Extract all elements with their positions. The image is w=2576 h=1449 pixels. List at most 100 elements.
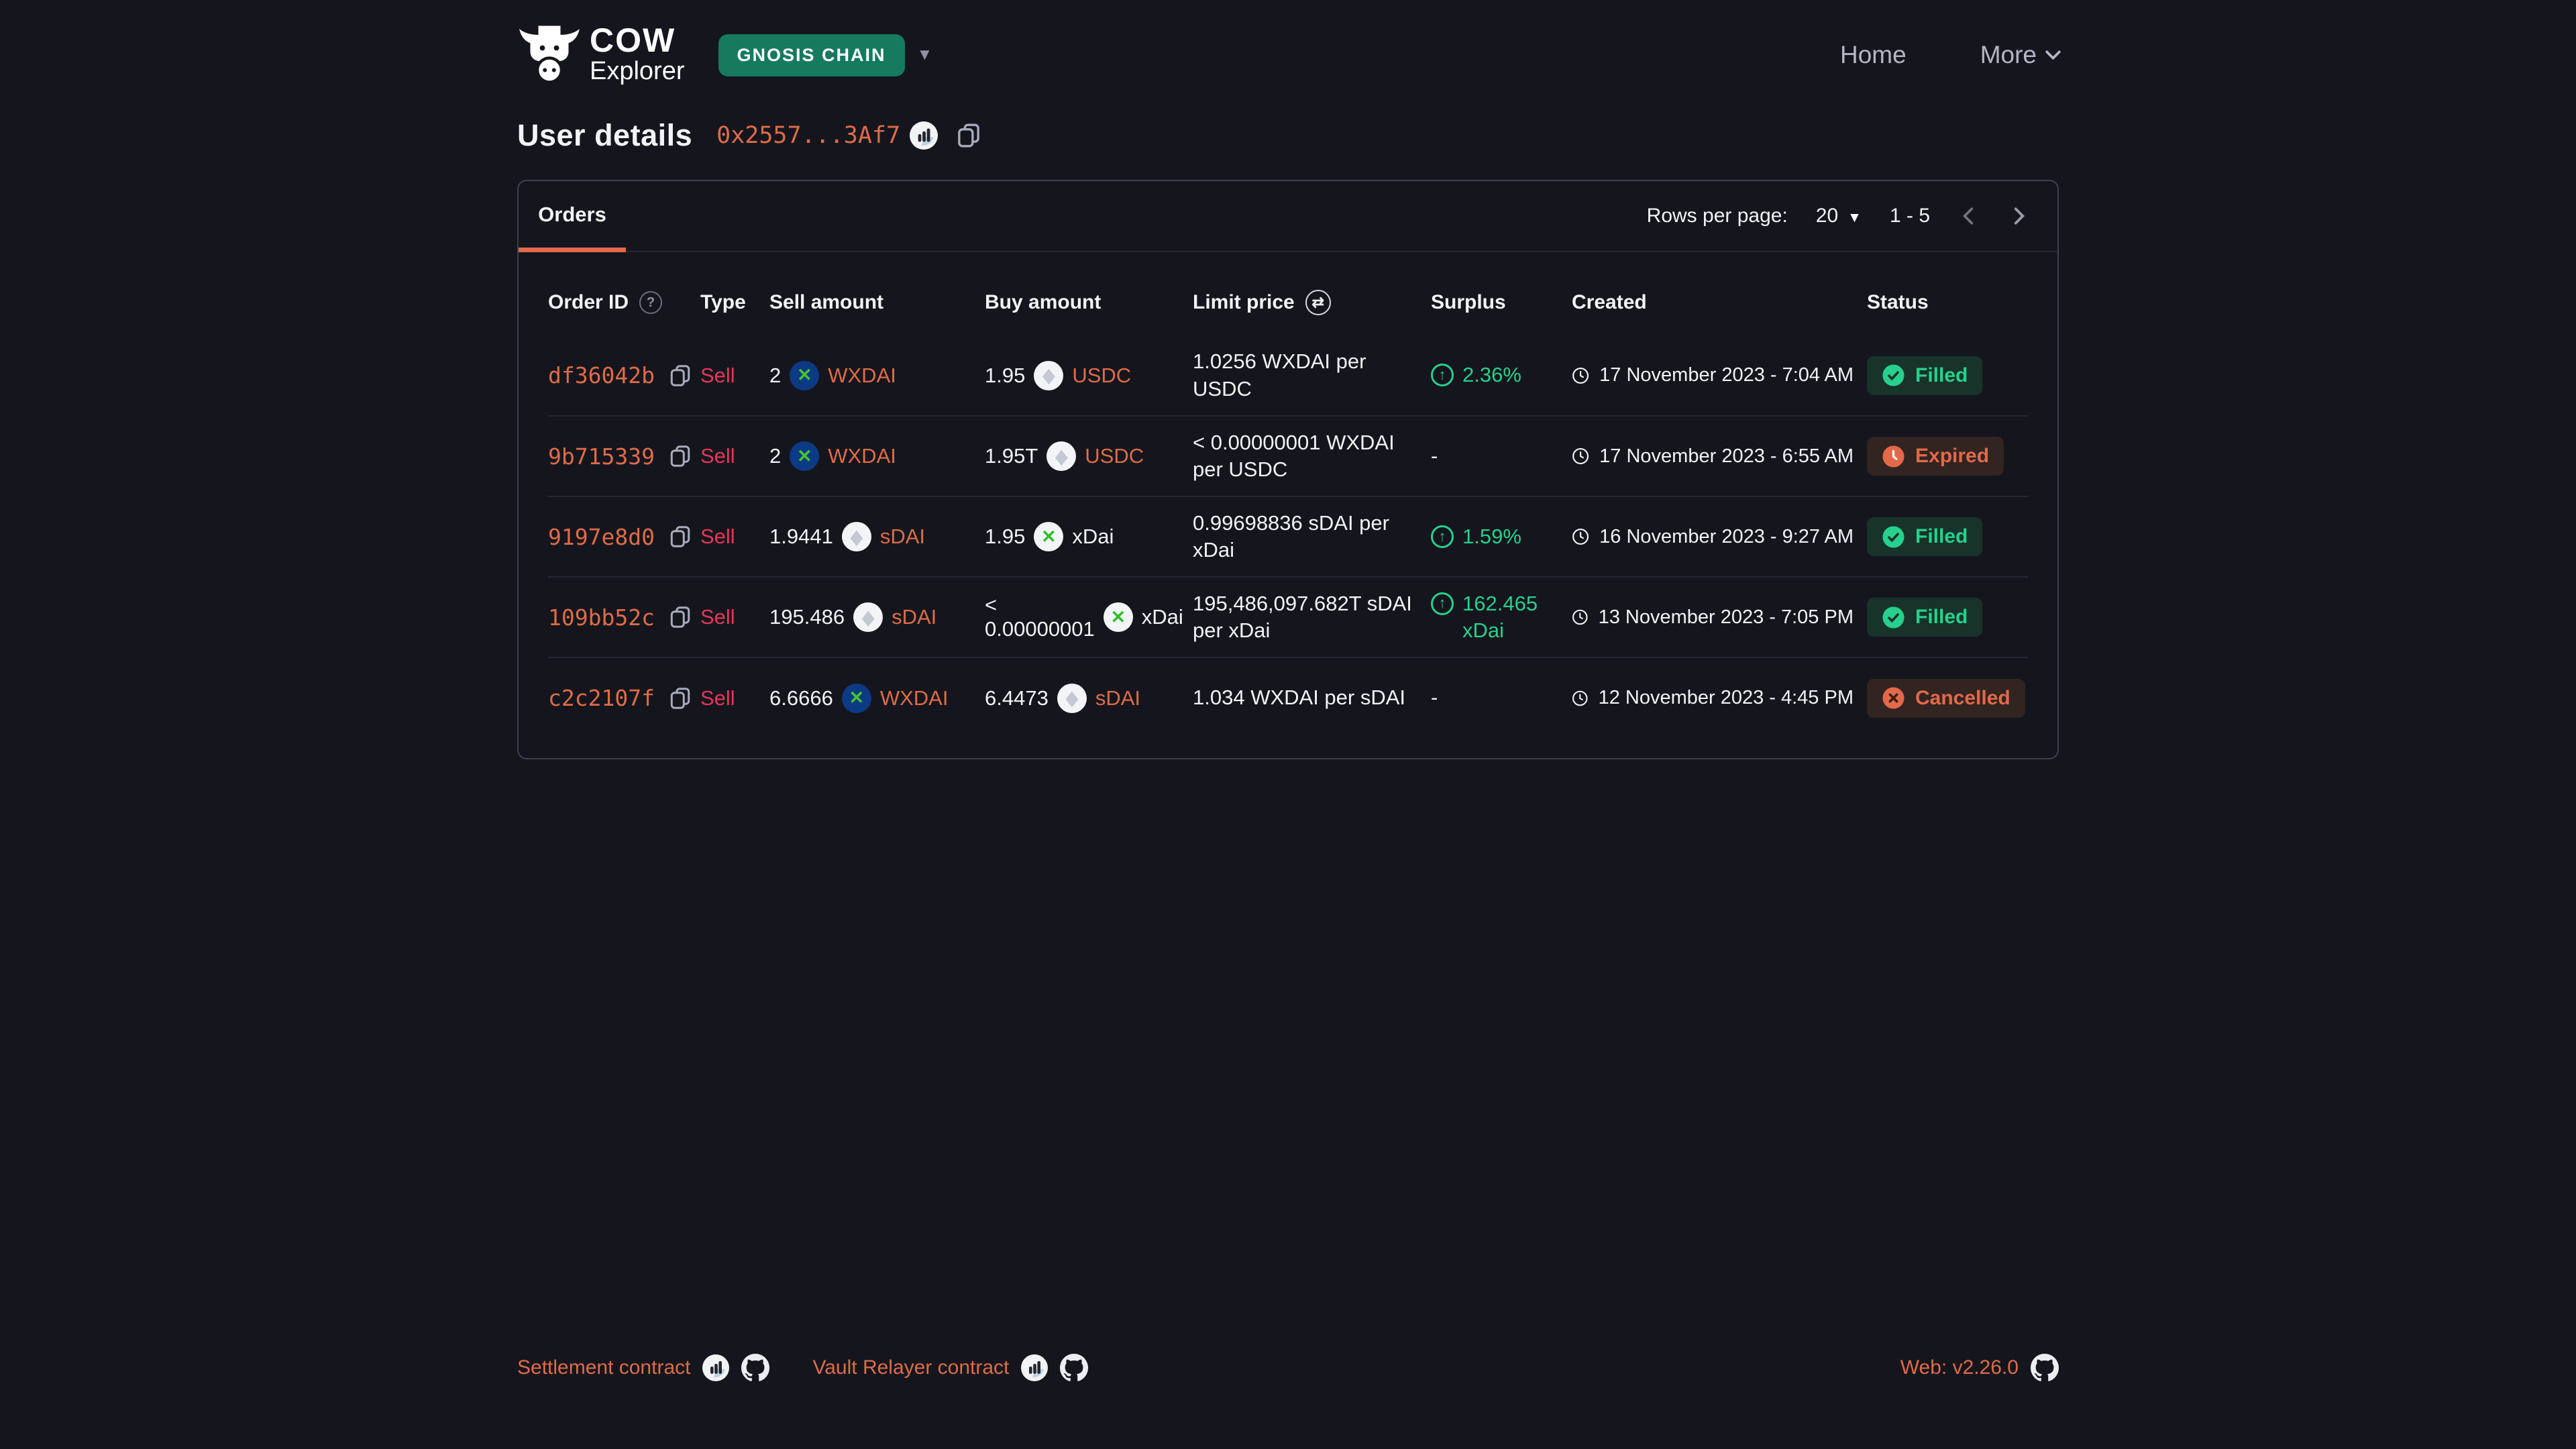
orders-card: Orders Rows per page: 20 1 - 5 — [517, 180, 2059, 759]
chevron-down-icon — [917, 46, 933, 64]
buy-token-link[interactable]: xDai — [1072, 525, 1114, 548]
top-bar: COW Explorer GNOSIS CHAIN Home More — [0, 0, 2576, 87]
buy-token-link[interactable]: xDai — [1141, 605, 1183, 629]
col-status: Status — [1867, 291, 1929, 313]
web-version-link[interactable]: Web: v2.26.0 — [1900, 1356, 2019, 1379]
col-order-id: Order ID — [548, 291, 629, 313]
copy-icon[interactable] — [668, 444, 692, 468]
created-cell: 17 November 2023 - 7:04 AM — [1572, 363, 1854, 388]
limit-price: 1.0256 WXDAI per USDC — [1193, 350, 1366, 400]
sell-amount: 195.486 — [769, 605, 845, 629]
limit-price: 0.99698836 sDAI per xDai — [1193, 511, 1389, 561]
token-icon — [1046, 441, 1077, 471]
title-row: User details 0x2557...3Af7 — [517, 118, 2059, 153]
created-date: 17 November 2023 - 7:04 AM — [1599, 364, 1854, 386]
logo-title: COW — [590, 21, 676, 60]
blockscout-icon[interactable] — [910, 121, 938, 150]
sell-token-link[interactable]: sDAI — [879, 525, 926, 548]
network-selector[interactable]: GNOSIS CHAIN — [718, 34, 933, 76]
sell-token-link[interactable]: WXDAI — [879, 686, 949, 710]
status-badge: Expired — [1867, 437, 2004, 476]
copy-icon[interactable] — [955, 122, 982, 149]
token-icon — [1057, 683, 1087, 713]
buy-amount: < 0.00000001 — [985, 593, 1095, 641]
cow-explorer-logo[interactable]: COW Explorer — [517, 23, 685, 87]
sell-token-link[interactable]: sDAI — [892, 605, 937, 629]
help-icon[interactable] — [639, 291, 663, 314]
created-cell: 17 November 2023 - 6:55 AM — [1572, 443, 1854, 469]
token-icon — [841, 683, 871, 713]
token-icon — [1103, 602, 1133, 632]
copy-icon[interactable] — [668, 364, 692, 388]
surplus-value: 2.36% — [1462, 363, 1521, 387]
sell-amount: 1.9441 — [769, 525, 833, 548]
created-cell: 13 November 2023 - 7:05 PM — [1572, 604, 1854, 630]
web-version-group: Web: v2.26.0 — [1900, 1354, 2059, 1382]
previous-page-button[interactable] — [1958, 205, 1980, 227]
sell-token-link[interactable]: WXDAI — [828, 363, 896, 387]
order-type: Sell — [700, 363, 735, 387]
github-icon[interactable] — [741, 1354, 770, 1382]
surplus: 2.36% — [1431, 362, 1558, 388]
network-badge[interactable]: GNOSIS CHAIN — [718, 34, 905, 76]
status-badge: Filled — [1867, 356, 1983, 395]
buy-token-link[interactable]: USDC — [1085, 444, 1144, 468]
github-icon[interactable] — [2031, 1354, 2059, 1382]
col-created: Created — [1572, 291, 1647, 313]
vault-relayer-contract-link[interactable]: Vault Relayer contract — [812, 1356, 1010, 1379]
created-date: 13 November 2023 - 7:05 PM — [1598, 606, 1854, 628]
order-type: Sell — [700, 686, 735, 710]
order-id-link[interactable]: c2c2107f — [548, 685, 655, 711]
order-type: Sell — [700, 605, 735, 629]
nav-home[interactable]: Home — [1840, 41, 1907, 69]
token-icon — [853, 602, 883, 632]
sell-token-link[interactable]: WXDAI — [828, 444, 896, 468]
blockscout-icon[interactable] — [702, 1354, 730, 1381]
sell-amount: 6.6666 — [769, 686, 833, 710]
github-icon[interactable] — [1060, 1354, 1089, 1382]
clock-icon — [1572, 690, 1588, 706]
status-badge: Cancelled — [1867, 678, 2025, 718]
settlement-contract-link[interactable]: Settlement contract — [517, 1356, 691, 1379]
token-icon — [1034, 360, 1064, 390]
blockscout-icon[interactable] — [1021, 1354, 1049, 1381]
order-type: Sell — [700, 525, 735, 548]
tab-orders-label: Orders — [538, 202, 606, 226]
table-row: c2c2107f Sell 6.6666 WXDAI 6.4473 sDAI 1.0… — [548, 657, 2028, 738]
status-label: Cancelled — [1915, 686, 2010, 709]
surplus-up-icon — [1431, 364, 1454, 387]
buy-amount: 6.4473 — [985, 686, 1049, 710]
table-row: df36042b Sell 2 WXDAI 1.95 USDC 1.0256 WXD… — [548, 335, 2028, 416]
next-page-button[interactable] — [2008, 205, 2029, 227]
buy-token-link[interactable]: sDAI — [1095, 686, 1141, 710]
copy-icon[interactable] — [668, 525, 692, 549]
order-id-link[interactable]: 9b715339 — [548, 443, 655, 470]
order-id-link[interactable]: df36042b — [548, 362, 655, 388]
col-surplus: Surplus — [1431, 291, 1506, 313]
table-header-row: Order ID Type Sell amount Buy amount Lim… — [548, 252, 2028, 335]
rows-per-page-select[interactable]: 20 — [1816, 205, 1862, 227]
nav-home-label: Home — [1839, 41, 1907, 68]
token-icon — [790, 360, 820, 390]
check-circle-icon — [1882, 525, 1904, 548]
buy-amount: 1.95T — [985, 444, 1038, 468]
copy-icon[interactable] — [668, 686, 692, 710]
buy-token-link[interactable]: USDC — [1072, 363, 1132, 387]
status-label: Filled — [1915, 606, 1968, 628]
footer: Settlement contract Vault Relayer contra… — [0, 1354, 2576, 1449]
nav-more[interactable]: More — [1980, 41, 2061, 69]
user-address-link[interactable]: 0x2557...3Af7 — [716, 122, 901, 149]
nav-more-label: More — [1980, 41, 2037, 68]
check-circle-icon — [1882, 606, 1904, 629]
order-id-link[interactable]: 109bb52c — [548, 604, 655, 631]
swap-direction-icon[interactable] — [1305, 290, 1331, 315]
copy-icon[interactable] — [668, 605, 692, 629]
status-badge: Filled — [1867, 517, 1983, 556]
surplus: - — [1431, 684, 1558, 711]
limit-price: 1.034 WXDAI per sDAI — [1193, 686, 1406, 710]
order-id-link[interactable]: 9197e8d0 — [548, 523, 655, 550]
tab-orders[interactable]: Orders — [519, 181, 626, 252]
surplus: 162.465 xDai — [1431, 590, 1558, 645]
created-date: 17 November 2023 - 6:55 AM — [1599, 445, 1854, 467]
created-cell: 12 November 2023 - 4:45 PM — [1572, 686, 1854, 711]
